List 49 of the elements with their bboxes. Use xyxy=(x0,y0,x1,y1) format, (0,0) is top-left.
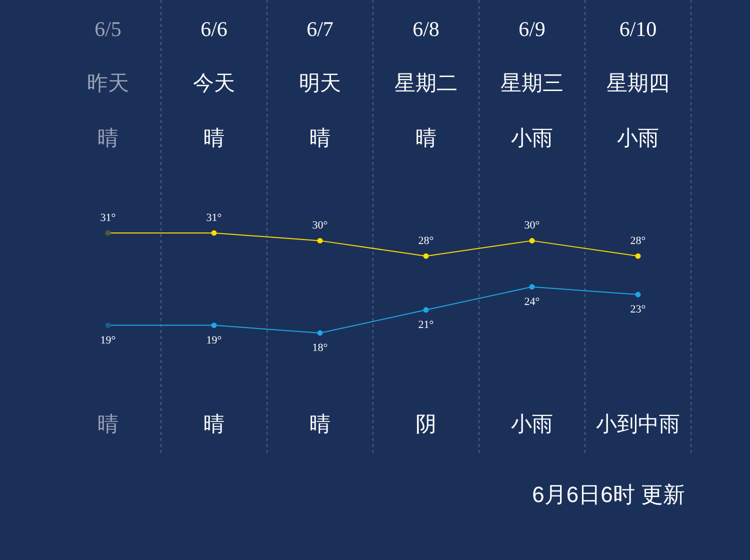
text: 明天 xyxy=(299,72,341,95)
point xyxy=(211,230,217,236)
data-label: 28° xyxy=(418,235,434,248)
data-label: 24° xyxy=(524,296,540,308)
x-tick-label: 6/8 xyxy=(412,17,440,41)
text: 星期四 xyxy=(606,72,670,95)
text: 晴 xyxy=(310,127,330,150)
text: 晴 xyxy=(98,413,118,436)
data-label: 23° xyxy=(630,304,646,316)
point xyxy=(423,307,429,313)
point xyxy=(317,238,323,244)
text: 晴 xyxy=(204,413,224,436)
text: 星期三 xyxy=(500,72,564,95)
data-label: 31° xyxy=(100,212,116,224)
text: 今天 xyxy=(193,72,235,95)
text: 小到中雨 xyxy=(596,413,680,436)
data-label: 19° xyxy=(100,334,116,346)
point xyxy=(211,322,217,328)
point xyxy=(635,253,641,259)
text: 小雨 xyxy=(511,127,553,150)
data-label: 21° xyxy=(418,318,434,331)
data-label: 30° xyxy=(524,220,540,232)
point xyxy=(317,330,323,336)
text: 小雨 xyxy=(511,413,553,436)
text: 晴 xyxy=(204,127,224,150)
data-label: 31° xyxy=(206,212,222,224)
text: 晴 xyxy=(310,413,330,436)
x-tick-label: 6/7 xyxy=(306,17,334,41)
text: 6月6日6时 更新 xyxy=(532,482,685,507)
text: 晴 xyxy=(98,127,118,150)
text: 昨天 xyxy=(87,72,129,95)
text: 小雨 xyxy=(617,127,659,150)
x-tick-label: 6/10 xyxy=(619,17,657,41)
data-label: 18° xyxy=(312,342,328,354)
data-label: 28° xyxy=(630,235,646,248)
point xyxy=(423,253,429,259)
x-tick-label: 6/9 xyxy=(518,17,546,41)
point xyxy=(529,284,535,290)
data-label: 30° xyxy=(312,220,328,232)
x-tick-label: 6/6 xyxy=(200,17,228,41)
text: 阴 xyxy=(416,413,436,436)
text: 星期二 xyxy=(394,72,458,95)
point xyxy=(635,292,641,298)
point xyxy=(105,230,111,236)
point xyxy=(105,322,111,328)
point xyxy=(529,238,535,244)
data-label: 19° xyxy=(206,334,222,346)
x-tick-label: 6/5 xyxy=(94,17,122,41)
text: 晴 xyxy=(416,127,436,150)
